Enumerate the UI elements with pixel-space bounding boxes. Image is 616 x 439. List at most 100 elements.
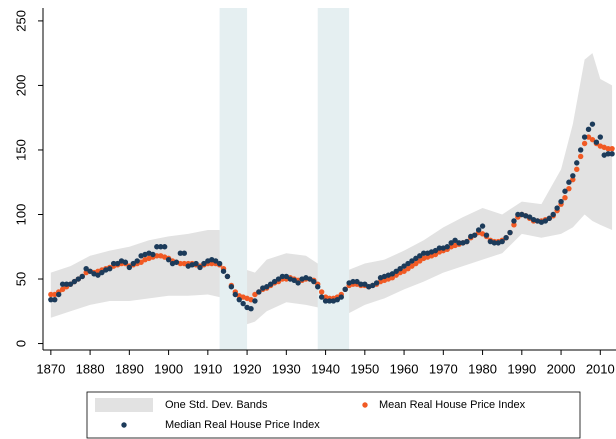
data-point [181,260,187,267]
legend-box [86,391,581,439]
x-tick-label: 1870 [36,361,65,376]
data-point [405,260,411,267]
data-point [456,240,462,246]
data-point [570,173,576,179]
data-point [295,280,301,286]
data-point [362,281,368,287]
data-point [566,185,572,192]
data-point [216,260,223,267]
data-point [499,238,505,245]
data-point [581,134,588,140]
x-tick-label: 1990 [507,361,536,376]
data-point [546,215,552,222]
data-point [479,223,486,229]
data-point [59,286,66,293]
data-point [220,268,227,274]
data-point [570,176,576,183]
data-point [48,291,54,298]
data-point [264,284,270,290]
data-point [161,244,168,250]
data-point [577,147,584,153]
x-tick-label: 1900 [154,361,183,376]
data-point [511,222,517,228]
data-point [267,281,274,287]
data-point [158,244,164,250]
data-point [291,277,297,284]
data-point [577,153,584,160]
x-tick-label: 1890 [115,361,144,376]
data-point [420,250,427,256]
data-point [177,250,184,256]
data-point [542,218,549,224]
data-point [562,188,568,194]
data-point [609,151,615,157]
data-point [448,240,454,246]
data-point [71,278,78,285]
y-tick-label: 150 [13,139,28,161]
data-point [338,294,344,300]
data-point [589,136,596,143]
data-point [558,198,564,205]
x-tick-label: 1880 [76,361,105,376]
data-point [432,247,439,254]
data-point [562,195,568,201]
data-point [122,259,129,265]
data-point [342,286,348,293]
data-point [318,289,325,295]
x-tick-label: 1960 [390,361,419,376]
data-point [609,145,615,152]
data-point [417,253,423,259]
data-point [432,251,439,258]
data-point [526,214,533,220]
data-point [581,140,588,147]
data-point [491,240,498,246]
data-point [154,244,160,250]
data-point [413,255,419,262]
data-point [224,273,231,280]
data-point [201,260,207,267]
data-point [193,260,199,267]
data-point [589,121,596,127]
data-point [574,166,580,173]
data-point [67,281,74,287]
x-tick-label: 1920 [233,361,262,376]
data-point [311,278,317,285]
data-point [483,232,490,238]
data-point [585,126,592,133]
y-tick-label: 200 [13,75,28,97]
data-point [209,260,215,267]
data-point [134,258,140,264]
data-point [389,271,395,277]
data-point [252,291,258,298]
data-point [236,296,242,303]
data-point [126,264,133,271]
data-point [130,260,136,267]
data-point [283,273,290,280]
data-point [566,179,572,185]
data-point [405,265,411,272]
data-point [354,278,360,285]
data-point [389,275,395,281]
data-point [83,265,89,272]
data-point [358,281,364,287]
data-point [52,296,58,303]
data-point [605,145,611,152]
data-point [401,263,407,269]
data-point [63,281,70,287]
data-point [99,269,105,276]
data-point [401,268,407,274]
x-tick-label: 1980 [468,361,497,376]
x-tick-label: 1950 [350,361,379,376]
data-point [475,227,482,233]
data-point [452,237,458,244]
legend-label: Median Real House Price Index [165,419,320,431]
legend-marker [121,422,127,428]
data-point [585,134,592,140]
data-point [95,272,101,278]
data-point [75,276,82,282]
data-point [107,265,113,272]
data-point [110,260,117,267]
data-point [315,284,321,290]
data-point [397,265,403,272]
y-tick-label: 0 [13,340,28,347]
